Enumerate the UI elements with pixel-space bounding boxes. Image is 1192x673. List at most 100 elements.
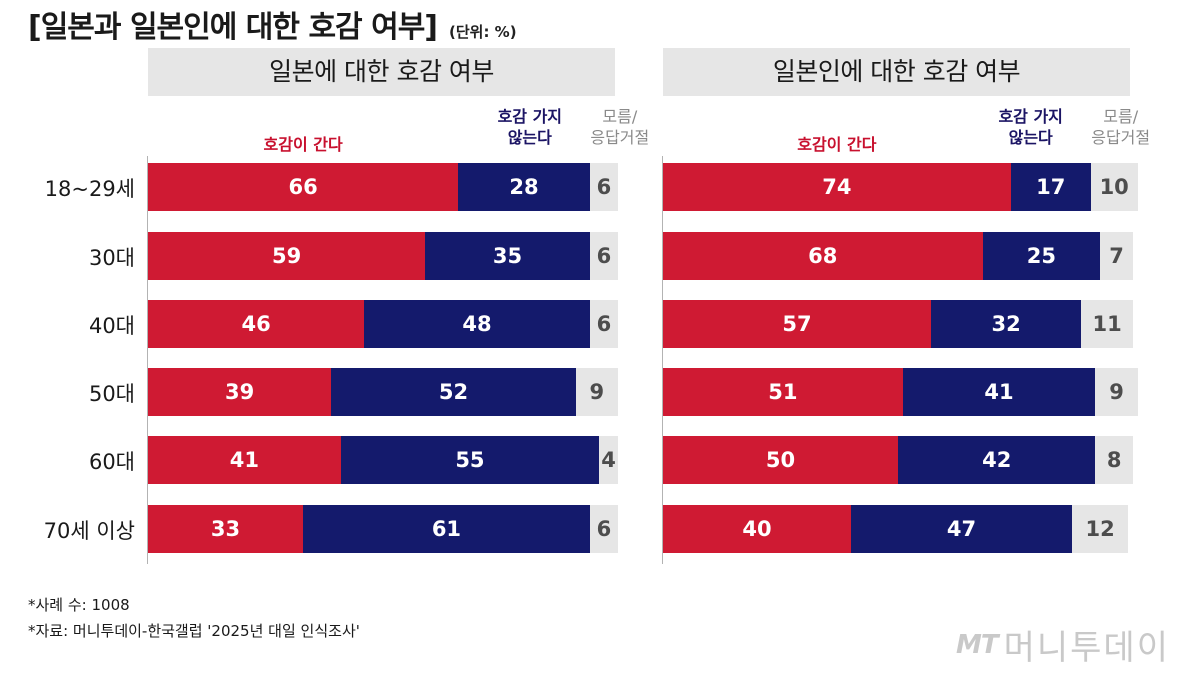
data-label: 41 [229, 448, 259, 472]
bar-segment-fav: 33 [148, 505, 304, 553]
bar-segment-dk: 11 [1081, 300, 1133, 348]
data-label: 33 [210, 517, 241, 541]
data-label: 9 [589, 380, 605, 404]
data-label: 4 [601, 448, 616, 472]
bar-segment-unfav: 17 [1010, 163, 1091, 211]
category-label: 40대 [88, 314, 135, 338]
category-label: 60대 [88, 450, 135, 474]
legend-favorable-2: 호감이 간다 [797, 135, 877, 154]
bar-segment-unfav: 48 [364, 300, 590, 348]
bar-segment-unfav: 32 [930, 300, 1082, 348]
data-label: 52 [438, 380, 469, 404]
category-label: 70세 이상 [43, 519, 135, 543]
data-label: 28 [509, 175, 539, 199]
bar-segment-unfav: 35 [425, 232, 590, 280]
bar-segment-unfav: 61 [303, 505, 590, 553]
bar-segment-unfav: 41 [902, 368, 1096, 416]
data-label: 51 [768, 380, 798, 404]
bar-segment-dk: 6 [589, 505, 618, 553]
bar-segment-dk: 10 [1090, 163, 1138, 211]
bar-segment-fav: 39 [148, 368, 332, 416]
data-label: 42 [982, 448, 1012, 472]
bar-segment-fav: 46 [148, 300, 365, 348]
data-label: 41 [984, 380, 1014, 404]
axis-line-1 [147, 156, 148, 564]
data-label: 68 [808, 244, 838, 268]
bar-segment-fav: 50 [663, 436, 898, 484]
data-label: 9 [1109, 380, 1124, 404]
legend-dk-2: 모름/응답거절 [1083, 106, 1159, 148]
axis-line-2 [662, 156, 663, 564]
data-label: 39 [225, 380, 255, 404]
data-label: 40 [742, 517, 772, 541]
data-label: 7 [1109, 244, 1124, 268]
category-label: 50대 [88, 382, 135, 406]
data-label: 66 [288, 175, 318, 199]
bar-segment-unfav: 47 [851, 505, 1072, 553]
bar-segment-unfav: 28 [458, 163, 590, 211]
data-label: 6 [596, 517, 612, 541]
brand-logo: MT 머니투데이 [956, 620, 1170, 669]
brand-name: 머니투데이 [1003, 628, 1170, 668]
bar-segment-unfav: 52 [331, 368, 576, 416]
data-label: 61 [431, 517, 462, 541]
legend-dk-1: 모름/응답거절 [582, 106, 658, 148]
chart-title: [일본과 일본인에 대한 호감 여부] [28, 10, 438, 45]
legend-unfavorable-line1: 호감 가지 [497, 107, 563, 126]
legend-unfavorable-line2: 않는다 [1008, 128, 1053, 147]
data-label: 6 [596, 244, 612, 268]
unit-label: (단위: %) [449, 23, 517, 41]
bar-segment-dk: 9 [1095, 368, 1138, 416]
bar-segment-unfav: 42 [898, 436, 1096, 484]
data-label: 12 [1085, 517, 1115, 541]
data-label: 50 [765, 448, 796, 472]
bar-segment-dk: 9 [575, 368, 618, 416]
bar-segment-dk: 12 [1071, 505, 1129, 553]
legend-dk-line1: 모름/ [602, 107, 638, 126]
legend-unfavorable-line1: 호감 가지 [998, 107, 1063, 126]
footnote-source: *자료: 머니투데이-한국갤럽 '2025년 대일 인식조사' [28, 622, 360, 640]
data-label: 47 [946, 517, 977, 541]
data-label: 17 [1036, 175, 1066, 199]
panel-title-1: 일본에 대한 호감 여부 [148, 48, 615, 96]
data-label: 46 [241, 312, 271, 336]
bar-segment-fav: 68 [663, 232, 983, 280]
data-label: 55 [455, 448, 485, 472]
data-label: 32 [991, 312, 1021, 336]
data-label: 57 [782, 312, 812, 336]
legend-favorable-1: 호감이 간다 [263, 135, 343, 154]
panel-title-2: 일본인에 대한 호감 여부 [663, 48, 1130, 96]
legend-unfavorable-line2: 않는다 [507, 128, 552, 147]
bar-segment-dk: 6 [589, 232, 618, 280]
bar-segment-fav: 51 [663, 368, 903, 416]
bar-segment-fav: 66 [148, 163, 459, 211]
data-label: 74 [822, 175, 852, 199]
legend-dk-line1: 모름/ [1103, 107, 1139, 126]
data-label: 10 [1099, 175, 1129, 199]
data-label: 11 [1092, 312, 1122, 336]
bar-segment-fav: 74 [663, 163, 1011, 211]
bar-segment-dk: 7 [1100, 232, 1133, 280]
bar-segment-dk: 8 [1095, 436, 1133, 484]
legend-dk-line2: 응답거절 [590, 128, 650, 147]
category-label: 30대 [88, 246, 135, 270]
bar-segment-unfav: 55 [340, 436, 600, 484]
category-label: 18~29세 [44, 177, 135, 201]
bar-segment-fav: 59 [148, 232, 426, 280]
bar-segment-dk: 6 [589, 300, 618, 348]
brand-mark: MT [955, 629, 999, 660]
data-label: 35 [492, 244, 523, 268]
bar-segment-fav: 40 [663, 505, 851, 553]
bar-segment-dk: 6 [589, 163, 618, 211]
bar-segment-fav: 41 [148, 436, 341, 484]
bar-segment-unfav: 25 [982, 232, 1101, 280]
data-label: 6 [596, 175, 612, 199]
data-label: 48 [462, 312, 492, 336]
data-label: 59 [272, 244, 302, 268]
data-label: 6 [596, 312, 612, 336]
data-label: 25 [1026, 244, 1056, 268]
legend-dk-line2: 응답거절 [1091, 128, 1151, 147]
bar-segment-dk: 4 [599, 436, 618, 484]
